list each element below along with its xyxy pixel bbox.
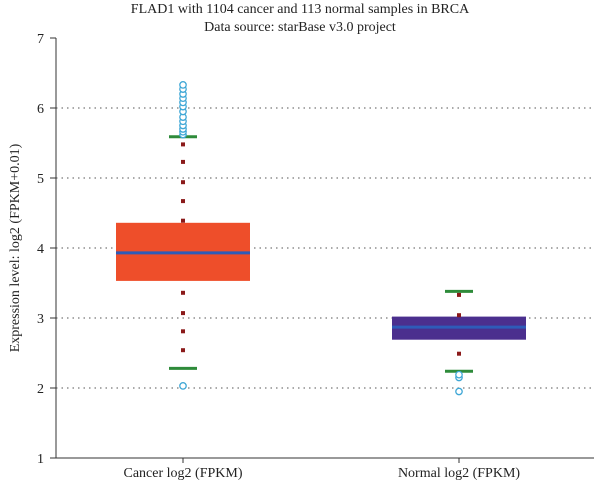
data-point	[181, 199, 185, 204]
data-point	[181, 329, 185, 334]
outlier-point	[179, 81, 187, 89]
data-point	[181, 348, 185, 353]
x-tick-label: Normal log2 (FPKM)	[398, 466, 520, 481]
chart-subtitle: Data source: starBase v3.0 project	[204, 20, 396, 35]
y-tick-label: 6	[37, 102, 44, 117]
chart-title: FLAD1 with 1104 cancer and 113 normal sa…	[130, 2, 470, 17]
y-tick-label: 2	[37, 382, 44, 397]
box-group	[392, 289, 526, 396]
y-tick-label: 4	[37, 242, 44, 257]
data-point	[181, 218, 185, 223]
y-tick-label: 5	[37, 172, 44, 187]
data-point	[181, 159, 185, 164]
y-tick-label: 3	[37, 312, 44, 327]
x-ticks: Cancer log2 (FPKM) Normal log2 (FPKM)	[124, 458, 520, 481]
outlier-point	[455, 387, 463, 396]
y-ticks: 1 2 3 4 5 6 7	[37, 32, 56, 467]
box-group	[116, 81, 250, 390]
data-point	[181, 290, 185, 295]
y-axis-label: Expression level: log2 (FPKM+0.01)	[8, 143, 23, 352]
data-point	[181, 142, 185, 147]
x-tick-label: Cancer log2 (FPKM)	[124, 466, 243, 481]
data-point	[457, 313, 461, 318]
y-tick-label: 1	[37, 452, 44, 467]
data-point	[181, 180, 185, 185]
outlier-point	[455, 370, 463, 379]
boxes	[116, 81, 526, 396]
data-point	[457, 351, 461, 356]
data-point	[457, 292, 461, 297]
outlier-point	[179, 382, 187, 390]
y-tick-label: 7	[37, 32, 44, 47]
data-point	[181, 311, 185, 316]
